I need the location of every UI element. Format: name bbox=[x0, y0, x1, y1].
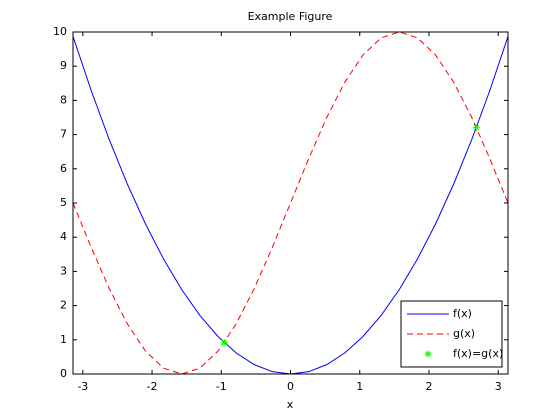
x-tick-label: 2 bbox=[425, 380, 432, 393]
chart-title: Example Figure bbox=[248, 10, 333, 23]
data-point bbox=[472, 124, 480, 132]
axes-box bbox=[72, 31, 509, 375]
line-series bbox=[73, 32, 508, 374]
y-tick-label: 10 bbox=[53, 25, 67, 38]
y-tick-label: 1 bbox=[60, 333, 67, 346]
y-tick-label: 8 bbox=[60, 93, 67, 106]
x-tick-label: 3 bbox=[495, 380, 502, 393]
legend-label: g(x) bbox=[453, 327, 475, 340]
y-tick-label: 2 bbox=[60, 299, 67, 312]
marker-stroke bbox=[473, 124, 480, 131]
y-tick-label: 6 bbox=[60, 162, 67, 175]
x-tick-label: -3 bbox=[77, 380, 88, 393]
line-series bbox=[73, 36, 508, 374]
y-tick-label: 0 bbox=[60, 367, 67, 380]
x-axis-label: x bbox=[287, 398, 294, 411]
x-tick-label: -2 bbox=[147, 380, 158, 393]
y-tick-label: 4 bbox=[60, 230, 67, 243]
legend-label: f(x)=g(x) bbox=[453, 347, 503, 360]
y-tick-label: 7 bbox=[60, 128, 67, 141]
x-tick-label: -1 bbox=[216, 380, 227, 393]
data-point bbox=[220, 339, 228, 347]
y-tick-label: 5 bbox=[60, 196, 67, 209]
x-tick-label: 0 bbox=[287, 380, 294, 393]
y-tick-label: 3 bbox=[60, 264, 67, 277]
y-tick-label: 9 bbox=[60, 59, 67, 72]
marker-stroke bbox=[425, 351, 431, 357]
marker-stroke bbox=[221, 339, 228, 346]
legend-label: f(x) bbox=[453, 307, 472, 320]
x-tick-label: 1 bbox=[356, 380, 363, 393]
data-point bbox=[424, 350, 432, 358]
